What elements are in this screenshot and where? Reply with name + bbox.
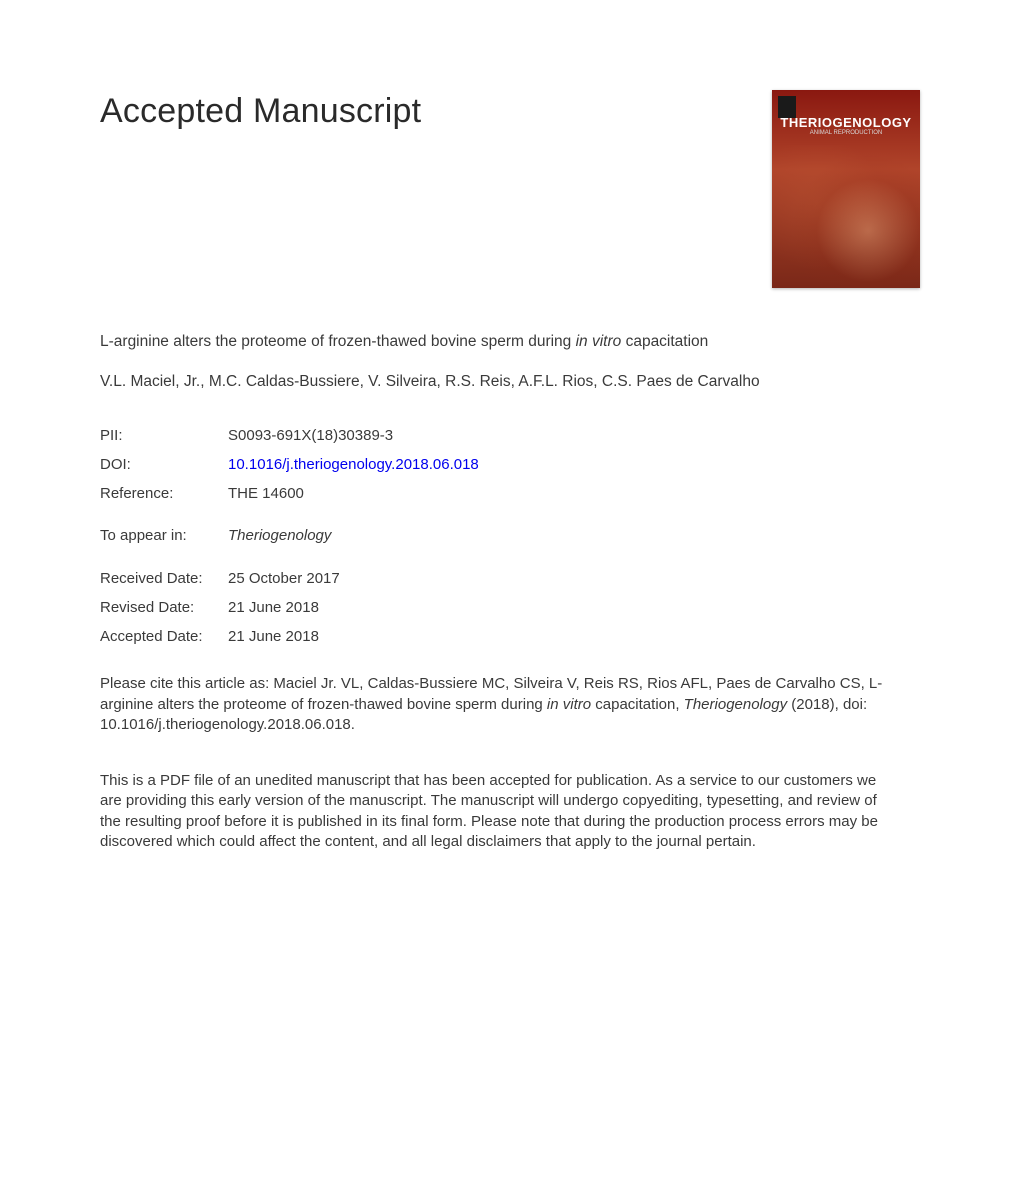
accepted-label: Accepted Date: [100,628,228,647]
pii-value: S0093-691X(18)30389-3 [228,427,393,446]
pii-label: PII: [100,427,228,446]
journal-cover-image: THERIOGENOLOGY ANIMAL REPRODUCTION [772,90,920,288]
meta-row-revised: Revised Date: 21 June 2018 [100,599,920,618]
article-title: L-arginine alters the proteome of frozen… [100,332,740,352]
reference-value: THE 14600 [228,485,304,504]
metadata-table: PII: S0093-691X(18)30389-3 DOI: 10.1016/… [100,427,920,646]
title-italic: in vitro [576,333,622,350]
meta-row-to-appear: To appear in: Theriogenology [100,527,920,546]
page-heading: Accepted Manuscript [100,90,421,133]
meta-row-accepted: Accepted Date: 21 June 2018 [100,628,920,647]
meta-row-received: Received Date: 25 October 2017 [100,570,920,589]
accepted-value: 21 June 2018 [228,628,319,647]
title-text-2: capacitation [621,333,708,350]
authors-list: V.L. Maciel, Jr., M.C. Caldas-Bussiere, … [100,372,800,391]
appear-label: To appear in: [100,527,228,546]
revised-value: 21 June 2018 [228,599,319,618]
meta-row-doi: DOI: 10.1016/j.theriogenology.2018.06.01… [100,456,920,475]
title-text-1: L-arginine alters the proteome of frozen… [100,333,576,350]
meta-row-pii: PII: S0093-691X(18)30389-3 [100,427,920,446]
cover-journal-subtitle: ANIMAL REPRODUCTION [772,130,920,138]
citation-italic-2: Theriogenology [684,696,787,713]
citation-text: Please cite this article as: Maciel Jr. … [100,674,890,735]
received-value: 25 October 2017 [228,570,340,589]
appear-value: Theriogenology [228,527,331,546]
citation-italic-1: in vitro [547,696,591,713]
disclaimer-text: This is a PDF file of an unedited manusc… [100,771,890,852]
doi-label: DOI: [100,456,228,475]
cover-journal-title: THERIOGENOLOGY [772,115,920,131]
citation-mid: capacitation, [591,696,684,713]
revised-label: Revised Date: [100,599,228,618]
reference-label: Reference: [100,485,228,504]
meta-row-reference: Reference: THE 14600 [100,485,920,504]
doi-link[interactable]: 10.1016/j.theriogenology.2018.06.018 [228,456,479,475]
cover-art-icon [772,145,920,288]
received-label: Received Date: [100,570,228,589]
